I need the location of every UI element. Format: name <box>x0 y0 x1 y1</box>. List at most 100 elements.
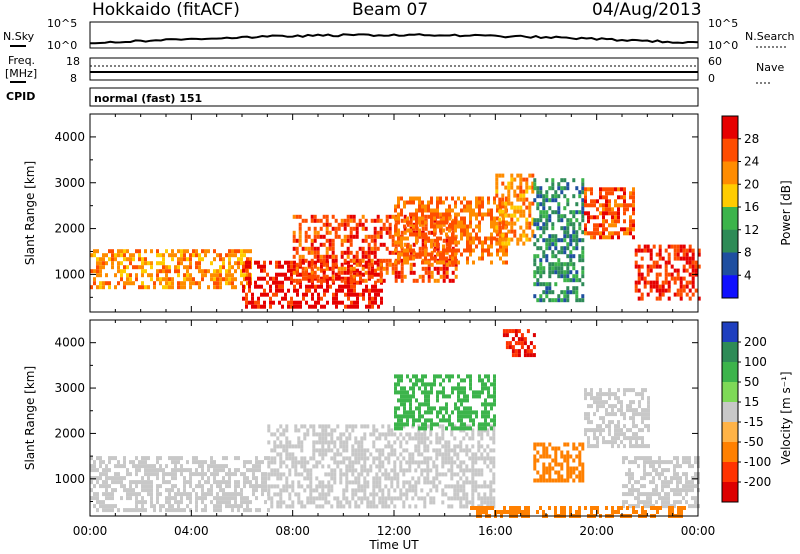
velocity-echo-cell <box>584 392 587 397</box>
power-echo-cell <box>120 249 123 254</box>
power-echo-cell <box>545 286 549 291</box>
power-echo-cell <box>572 222 576 227</box>
power-echo-cell <box>248 264 251 269</box>
velocity-echo-cell <box>372 456 376 461</box>
velocity-echo-cell <box>219 484 222 489</box>
velocity-echo-cell <box>132 480 135 485</box>
velocity-echo-cell <box>348 456 352 461</box>
velocity-echo-cell <box>602 436 605 441</box>
power-echo-cell <box>343 218 347 223</box>
power-echo-cell <box>563 270 567 275</box>
power-echo-cell <box>557 298 561 303</box>
velocity-echo-cell <box>114 472 117 477</box>
velocity-echo-cell <box>655 484 658 489</box>
power-echo-cell <box>469 244 472 249</box>
power-echo-cell <box>346 254 350 259</box>
power-echo-cell <box>281 296 284 301</box>
power-echo-cell <box>542 238 546 243</box>
power-echo-cell <box>409 248 412 253</box>
power-echo-cell <box>117 261 120 266</box>
power-echo-cell <box>531 181 535 186</box>
power-echo-cell <box>180 261 183 266</box>
power-echo-cell <box>210 261 213 266</box>
velocity-echo-cell <box>318 492 322 497</box>
power-echo-cell <box>305 292 308 297</box>
power-echo-cell <box>502 220 505 225</box>
power-ytick-label: 2000 <box>54 222 85 236</box>
velocity-echo-cell <box>634 504 637 509</box>
power-echo-cell <box>108 281 111 286</box>
velocity-echo-cell <box>417 480 421 485</box>
power-echo-cell <box>545 194 549 199</box>
power-echo-cell <box>502 216 505 221</box>
velocity-echo-cell <box>527 506 530 510</box>
velocity-echo-cell <box>267 484 271 489</box>
power-echo-cell <box>385 246 389 251</box>
power-echo-cell <box>350 300 353 305</box>
power-echo-cell <box>525 177 529 182</box>
power-echo-cell <box>409 200 412 205</box>
velocity-echo-cell <box>481 402 484 407</box>
velocity-echo-cell <box>471 476 475 481</box>
power-echo-cell <box>183 277 186 282</box>
velocity-echo-cell <box>279 424 283 429</box>
velocity-echo-cell <box>105 476 108 481</box>
velocity-echo-cell <box>605 392 608 397</box>
power-echo-cell <box>353 304 356 309</box>
velocity-echo-cell <box>309 496 313 501</box>
velocity-echo-cell <box>147 472 150 477</box>
power-echo-cell <box>397 242 401 247</box>
power-echo-cell <box>454 228 457 233</box>
power-echo-cell <box>228 269 231 274</box>
velocity-echo-cell <box>465 452 469 457</box>
velocity-echo-cell <box>375 484 379 489</box>
power-echo-cell <box>554 190 558 195</box>
power-echo-cell <box>370 250 374 255</box>
velocity-echo-cell <box>105 480 108 485</box>
velocity-echo-cell <box>390 444 394 449</box>
power-echo-cell <box>99 269 102 274</box>
power-echo-cell <box>168 269 171 274</box>
velocity-echo-cell <box>628 480 631 485</box>
velocity-echo-cell <box>270 432 274 437</box>
velocity-echo-cell <box>165 480 168 485</box>
velocity-echo-cell <box>135 496 138 501</box>
velocity-echo-cell <box>489 500 493 505</box>
velocity-echo-cell <box>691 504 694 509</box>
power-echo-cell <box>379 258 383 263</box>
power-echo-cell <box>691 276 695 281</box>
velocity-echo-cell <box>468 468 472 473</box>
velocity-echo-cell <box>360 472 364 477</box>
velocity-echo-cell <box>445 402 448 407</box>
power-echo-cell <box>93 281 96 286</box>
velocity-echo-cell <box>117 460 120 465</box>
velocity-echo-cell <box>270 500 274 505</box>
velocity-echo-cell <box>463 414 466 419</box>
velocity-echo-cell <box>533 466 537 471</box>
power-echo-cell <box>439 274 443 279</box>
power-echo-cell <box>536 190 540 195</box>
velocity-echo-cell <box>470 506 473 510</box>
power-echo-cell <box>337 226 341 231</box>
power-echo-cell <box>661 288 665 293</box>
velocity-echo-cell <box>405 480 409 485</box>
velocity-echo-cell <box>303 432 307 437</box>
velocity-echo-cell <box>397 414 400 419</box>
power-echo-cell <box>505 232 508 237</box>
velocity-echo-cell <box>330 436 334 441</box>
velocity-echo-cell <box>402 484 406 489</box>
velocity-echo-cell <box>611 404 614 409</box>
velocity-echo-cell <box>635 412 638 417</box>
velocity-echo-cell <box>396 484 400 489</box>
velocity-echo-cell <box>590 420 593 425</box>
velocity-echo-cell <box>111 496 114 501</box>
velocity-echo-cell <box>460 378 463 383</box>
power-echo-cell <box>505 196 508 201</box>
velocity-echo-cell <box>249 484 252 489</box>
velocity-echo-cell <box>682 496 685 501</box>
velocity-echo-cell <box>210 456 213 461</box>
power-echo-cell <box>361 254 365 259</box>
power-echo-cell <box>608 207 611 212</box>
power-echo-cell <box>362 296 365 301</box>
